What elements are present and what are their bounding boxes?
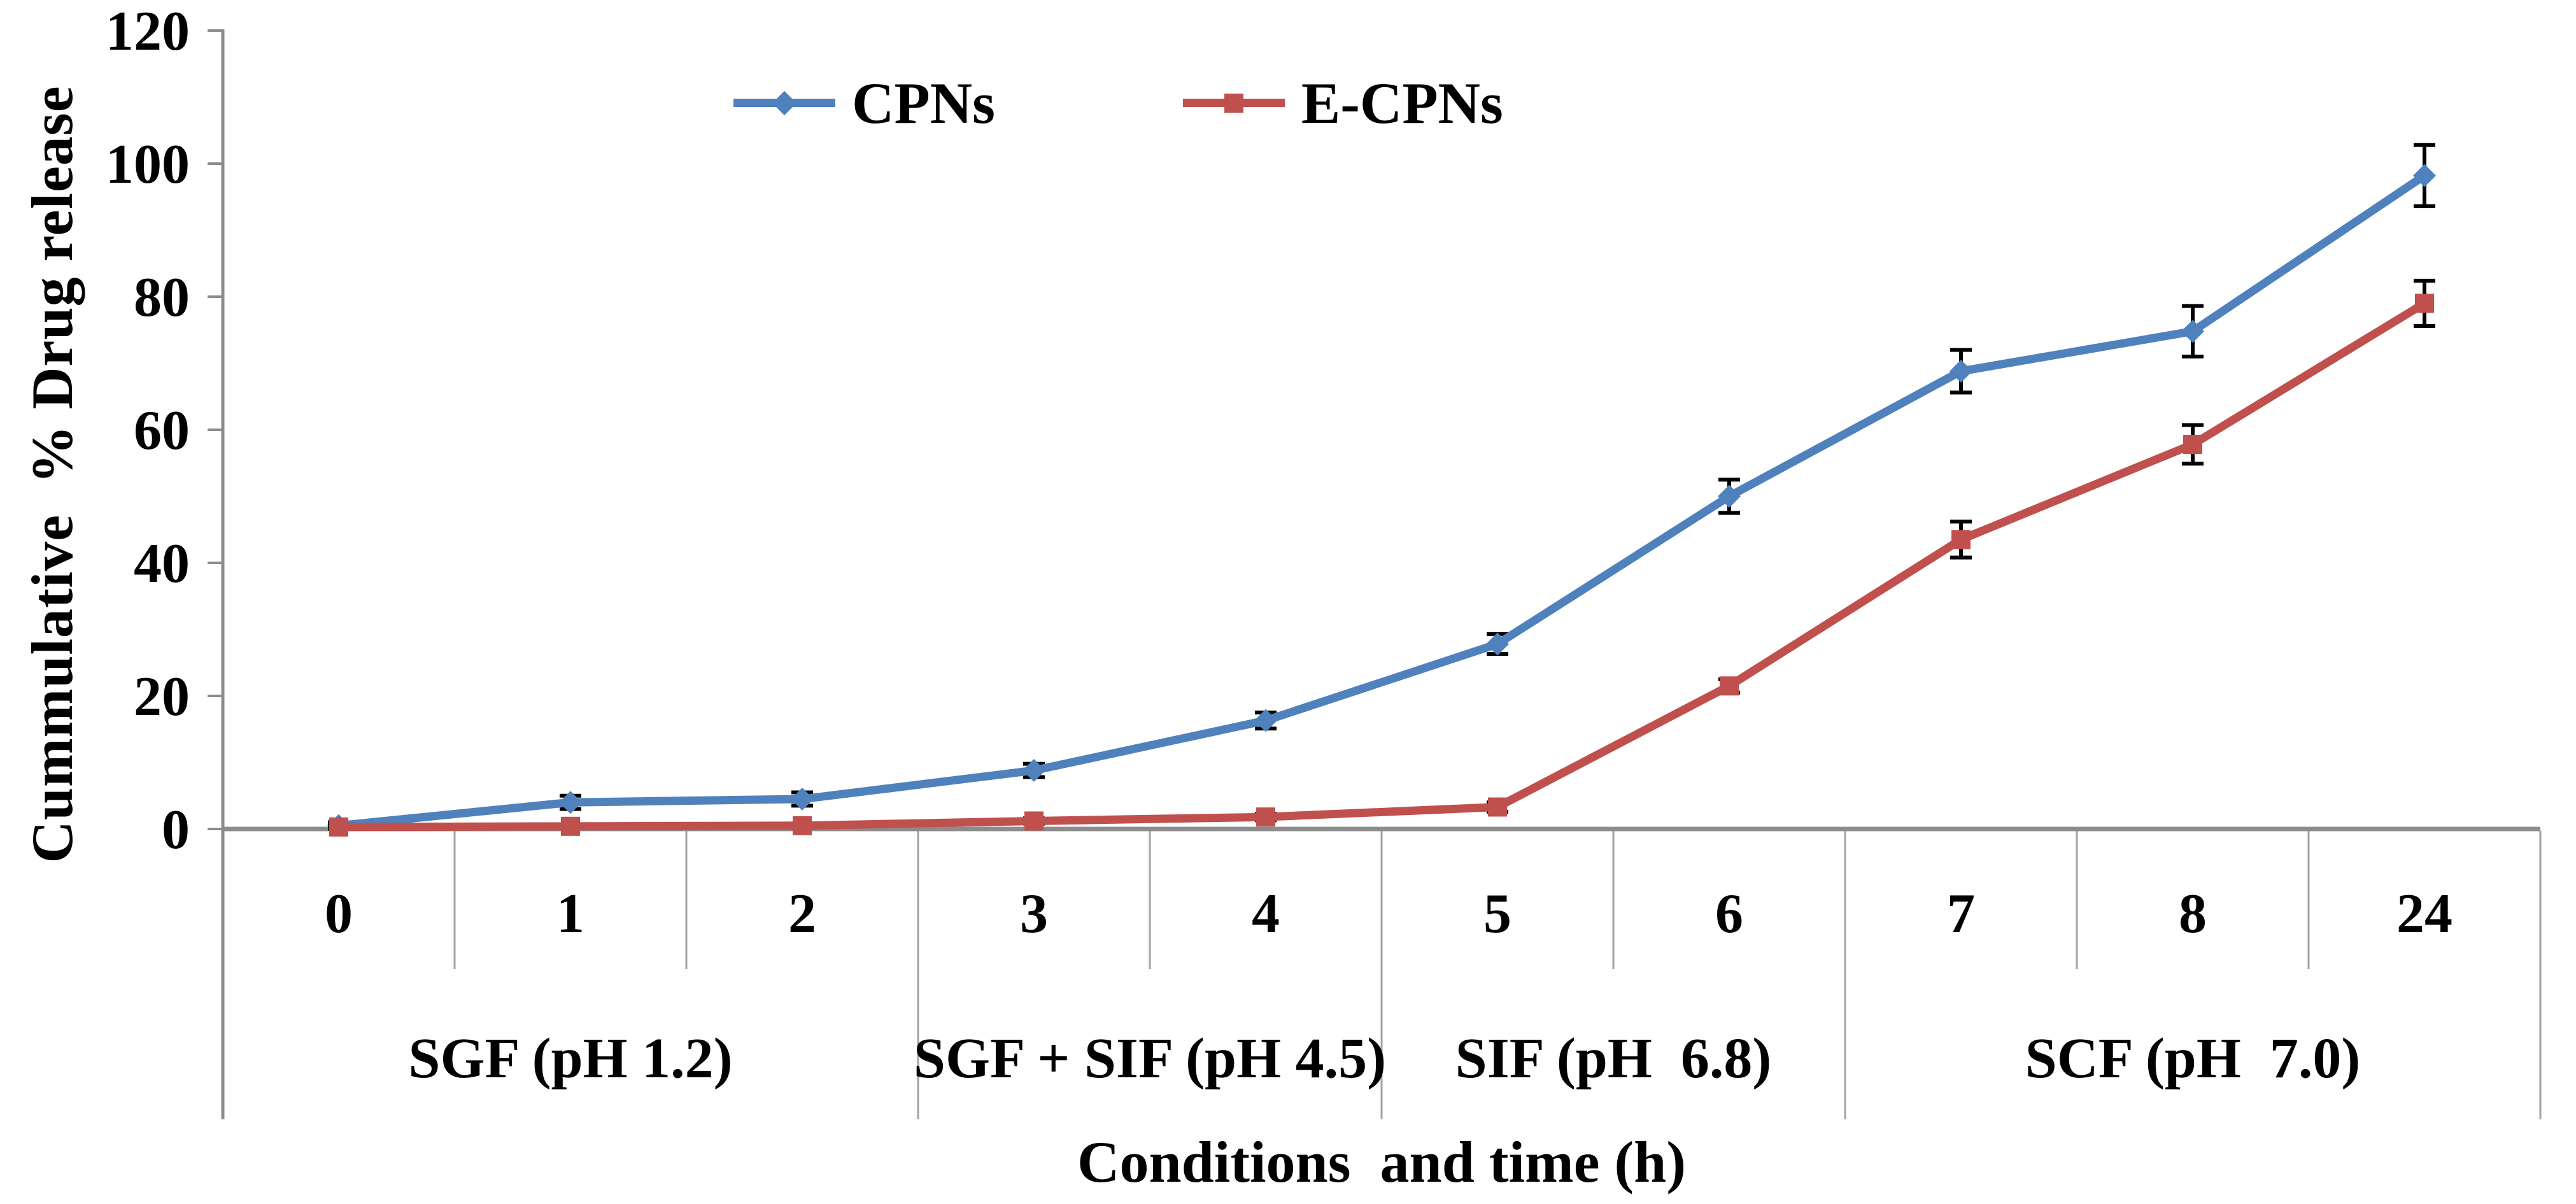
y-tick-label: 0	[162, 799, 190, 861]
x-category-label: 8	[2179, 883, 2207, 945]
x-category-label: 7	[1947, 883, 1975, 945]
x-category-label: 0	[325, 883, 353, 945]
legend-item-cpns: CPNs	[733, 74, 995, 132]
legend-label-e-cpns: E-CPNs	[1301, 70, 1503, 136]
x-category-label: 1	[556, 883, 584, 945]
series-line-CPNs	[334, 171, 2429, 830]
y-tick-label: 120	[106, 1, 190, 62]
x-category-label: 4	[1252, 883, 1280, 945]
cpns-line-diamond-icon	[733, 90, 835, 115]
data-point-CPNs	[791, 787, 814, 811]
data-point-E-CPNs	[1720, 676, 1739, 696]
data-point-CPNs	[1950, 360, 1972, 383]
e-cpns-line-square-icon	[1182, 93, 1285, 113]
data-point-CPNs	[559, 791, 582, 814]
data-point-CPNs	[1718, 485, 1741, 508]
data-point-E-CPNs	[2183, 434, 2202, 454]
data-point-CPNs	[2181, 320, 2204, 343]
condition-group-label: SCF (pH 7.0)	[2025, 1027, 2361, 1090]
data-point-E-CPNs	[329, 817, 348, 837]
x-category-label: 2	[788, 883, 816, 945]
data-point-E-CPNs	[793, 816, 812, 835]
condition-group-label: SGF (pH 1.2)	[408, 1027, 732, 1090]
legend: CPNs E-CPNs	[733, 66, 1503, 139]
legend-item-e-cpns: E-CPNs	[1182, 70, 1503, 136]
data-point-CPNs	[1254, 709, 1277, 732]
data-point-E-CPNs	[2415, 294, 2434, 313]
data-point-E-CPNs	[1488, 797, 1507, 817]
x-category-label: 24	[2396, 883, 2452, 945]
legend-label-cpns: CPNs	[852, 70, 995, 136]
data-point-CPNs	[1486, 632, 1509, 656]
x-category-label: 3	[1020, 883, 1048, 945]
condition-group-label: SIF (pH 6.8)	[1455, 1027, 1772, 1090]
data-point-CPNs	[1023, 759, 1045, 783]
condition-group-label: SGF + SIF (pH 4.5)	[914, 1027, 1386, 1090]
x-category-label: 6	[1715, 883, 1743, 945]
x-category-label: 5	[1483, 883, 1511, 945]
x-axis-title: Conditions and time (h)	[1077, 1130, 1686, 1194]
y-tick-label: 20	[134, 666, 190, 728]
y-tick-label: 80	[134, 267, 190, 329]
data-point-E-CPNs	[1951, 530, 1971, 549]
data-point-E-CPNs	[1256, 807, 1275, 827]
series-line-E-CPNs	[334, 299, 2429, 832]
e-cpns-square-marker-icon	[1224, 93, 1243, 113]
data-point-E-CPNs	[1024, 811, 1044, 831]
data-point-CPNs	[2413, 164, 2436, 187]
y-tick-label: 100	[106, 134, 190, 195]
y-tick-label: 60	[134, 400, 190, 462]
data-point-E-CPNs	[561, 816, 580, 836]
y-tick-label: 40	[134, 533, 190, 595]
